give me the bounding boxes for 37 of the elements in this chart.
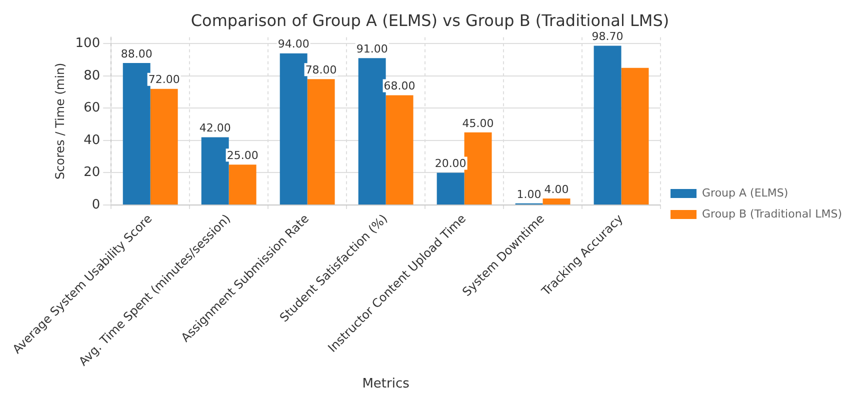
data-label: 1.00	[516, 188, 542, 201]
data-label: 78.00	[305, 64, 337, 77]
bar	[542, 198, 570, 205]
bar	[594, 46, 622, 205]
bar	[386, 95, 414, 205]
bar	[436, 172, 464, 205]
y-axis-title: Scores / Time (min)	[53, 62, 68, 180]
data-label: 4.00	[544, 182, 569, 196]
bar	[358, 58, 386, 205]
data-label: 98.70	[592, 30, 624, 44]
bar	[307, 79, 335, 205]
data-label: 20.00	[434, 157, 466, 170]
bar	[150, 88, 178, 205]
data-label: 91.00	[356, 42, 388, 56]
legend-label: Group A (ELMS)	[702, 186, 788, 200]
x-axis-title: Metrics	[362, 376, 410, 392]
data-label: 68.00	[384, 80, 416, 93]
bar	[201, 137, 229, 205]
y-tick-label: 0	[92, 197, 100, 212]
data-label: 25.00	[226, 149, 258, 162]
y-tick-label: 60	[84, 100, 100, 116]
y-tick-label: 100	[75, 36, 100, 52]
bar	[621, 68, 649, 205]
chart-title: Comparison of Group A (ELMS) vs Group B (Traditional LMS)	[190, 10, 670, 30]
data-label: 88.00	[120, 47, 152, 60]
legend-label: Group B (Traditional LMS)	[702, 207, 842, 220]
bar	[280, 53, 308, 205]
data-label: 94.00	[278, 38, 310, 51]
y-tick-label: 20	[84, 165, 100, 180]
data-label: 72.00	[148, 73, 180, 86]
y-tick-label: 40	[84, 132, 100, 148]
bar	[464, 132, 492, 205]
y-tick-label: 80	[84, 68, 100, 84]
bar	[228, 164, 256, 205]
data-label: 42.00	[199, 122, 231, 135]
bar	[122, 63, 150, 205]
data-label: 45.00	[462, 116, 494, 130]
